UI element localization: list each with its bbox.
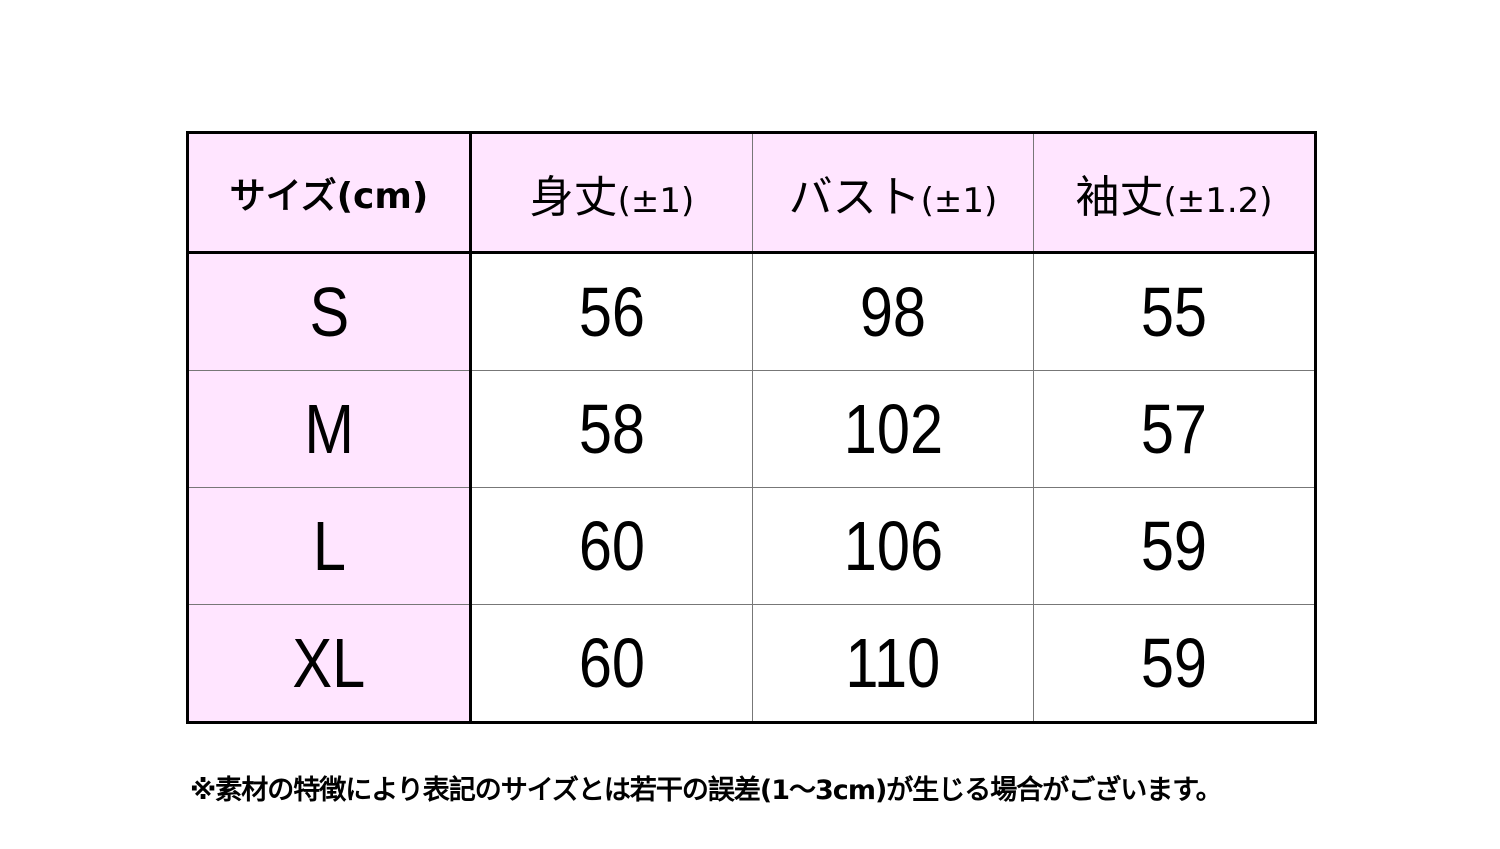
length-value: 58 (578, 390, 646, 468)
sleeve-cell: 57 (1033, 370, 1316, 488)
bust-value: 102 (843, 390, 943, 468)
sleeve-cell: 55 (1033, 252, 1316, 371)
header-sleeve: 袖丈(±1.2) (1033, 132, 1316, 254)
table-row: L 60 106 59 (187, 487, 1316, 605)
size-chart-table: サイズ(cm) 身丈(±1) バスト(±1) 袖丈(±1.2) S 56 98 … (186, 131, 1317, 724)
header-label: 身丈 (529, 171, 618, 223)
length-value: 60 (578, 507, 646, 585)
bust-cell: 110 (752, 604, 1034, 723)
size-value: L (312, 507, 346, 585)
sleeve-value: 55 (1140, 273, 1208, 351)
sleeve-value: 59 (1140, 624, 1208, 702)
sleeve-cell: 59 (1033, 487, 1316, 605)
header-size: サイズ(cm) (187, 132, 472, 254)
measurement-note: ※素材の特徴により表記のサイズとは若干の誤差(1～3cm)が生じる場合がございま… (190, 775, 1223, 806)
sleeve-value: 57 (1140, 390, 1208, 468)
size-cell: XL (187, 604, 472, 723)
header-label: 袖丈 (1075, 171, 1164, 223)
header-label: サイズ(cm) (229, 175, 429, 217)
header-tolerance: (±1.2) (1163, 180, 1273, 221)
size-cell: L (187, 487, 472, 605)
table-row: XL 60 110 59 (187, 604, 1316, 723)
bust-cell: 98 (752, 252, 1034, 371)
size-cell: S (187, 252, 472, 371)
bust-value: 98 (859, 273, 927, 351)
bust-cell: 102 (752, 370, 1034, 488)
header-row: サイズ(cm) 身丈(±1) バスト(±1) 袖丈(±1.2) (187, 132, 1316, 254)
size-value: S (309, 273, 349, 351)
length-cell: 60 (470, 487, 753, 605)
bust-value: 106 (843, 507, 943, 585)
length-cell: 60 (470, 604, 753, 723)
header-label: バスト (788, 171, 921, 223)
size-value: XL (292, 624, 366, 702)
table-row: M 58 102 57 (187, 370, 1316, 488)
header-tolerance: (±1) (920, 180, 998, 221)
size-cell: M (187, 370, 472, 488)
length-value: 56 (578, 273, 646, 351)
header-tolerance: (±1) (617, 180, 695, 221)
sleeve-value: 59 (1140, 507, 1208, 585)
length-cell: 56 (470, 252, 753, 371)
bust-cell: 106 (752, 487, 1034, 605)
header-length: 身丈(±1) (470, 132, 753, 254)
table-row: S 56 98 55 (187, 252, 1316, 371)
size-value: M (304, 390, 354, 468)
length-cell: 58 (470, 370, 753, 488)
length-value: 60 (578, 624, 646, 702)
sleeve-cell: 59 (1033, 604, 1316, 723)
header-bust: バスト(±1) (752, 132, 1034, 254)
bust-value: 110 (845, 624, 941, 702)
